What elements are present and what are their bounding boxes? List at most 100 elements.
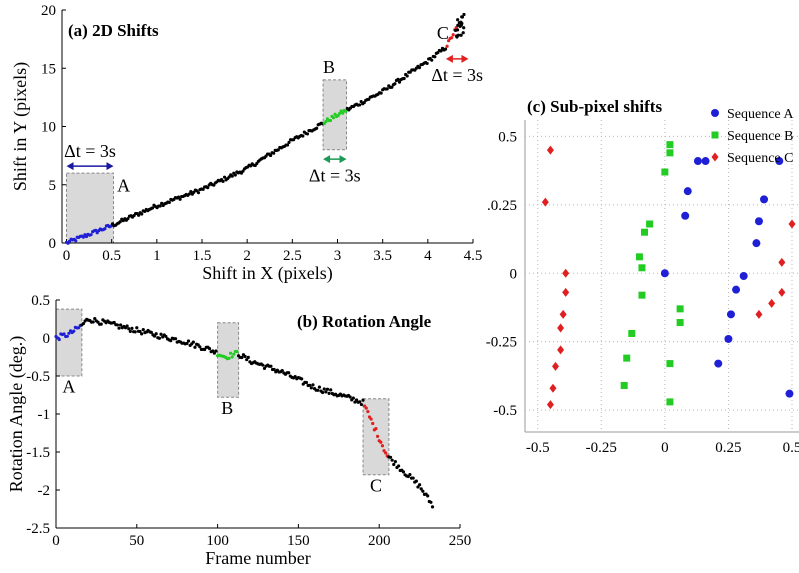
dt-arrow-head bbox=[445, 54, 453, 63]
data-point bbox=[397, 80, 402, 84]
data-point bbox=[714, 359, 723, 368]
data-point bbox=[557, 345, 565, 355]
panel-c-sub-pixel-shifts: -0.5 -0.25 0 0.25 0.5 -0.5 -0.25 0 .0.25 0.5 (c) S… bbox=[486, 97, 799, 456]
data-point bbox=[666, 149, 674, 157]
data-point bbox=[150, 206, 155, 210]
data-point bbox=[322, 387, 326, 391]
x-tick-label: 0 bbox=[52, 533, 60, 549]
data-point bbox=[429, 500, 433, 504]
data-point bbox=[546, 400, 554, 410]
data-point bbox=[72, 329, 76, 333]
data-point bbox=[450, 36, 454, 40]
data-point bbox=[552, 361, 560, 371]
data-point bbox=[362, 100, 366, 105]
data-point bbox=[227, 356, 231, 360]
x-tick-label: 150 bbox=[287, 533, 310, 549]
data-point bbox=[661, 168, 669, 176]
x-axis-label: Shift in X (pixels) bbox=[202, 263, 333, 284]
dt-arrow-head bbox=[323, 155, 331, 164]
data-point bbox=[308, 383, 312, 387]
y-tick-label: -0.5 bbox=[493, 403, 517, 419]
data-point bbox=[135, 326, 139, 330]
data-point bbox=[666, 141, 674, 149]
data-point bbox=[285, 143, 290, 147]
data-point bbox=[272, 367, 276, 372]
data-point bbox=[65, 334, 69, 338]
data-point bbox=[305, 132, 310, 136]
data-point bbox=[262, 366, 267, 371]
data-point bbox=[233, 173, 237, 177]
data-point bbox=[775, 157, 784, 166]
data-point bbox=[348, 395, 352, 399]
data-point bbox=[546, 145, 554, 155]
data-point bbox=[89, 233, 93, 237]
x-tick-label: 1.5 bbox=[193, 248, 212, 264]
x-tick-label: 0 bbox=[661, 440, 669, 456]
x-tick-label: 0.25 bbox=[715, 440, 741, 456]
data-point bbox=[417, 66, 422, 70]
data-point bbox=[130, 326, 134, 330]
data-point bbox=[230, 174, 234, 178]
data-point bbox=[392, 462, 396, 467]
data-point bbox=[81, 321, 86, 326]
data-point bbox=[338, 111, 342, 116]
zone-c bbox=[362, 398, 390, 476]
y-tick-label: -1.5 bbox=[26, 445, 50, 461]
data-point bbox=[666, 360, 674, 368]
data-point bbox=[331, 116, 336, 120]
data-point bbox=[462, 26, 466, 30]
y-tick-label: 0 bbox=[510, 266, 518, 282]
dt-arrow-head bbox=[106, 162, 114, 171]
data-point bbox=[201, 187, 205, 191]
data-point bbox=[269, 364, 273, 368]
dt-label: Δt = 3s bbox=[431, 65, 483, 85]
data-point bbox=[676, 305, 684, 313]
data-point bbox=[137, 213, 141, 217]
data-point bbox=[408, 472, 412, 477]
data-point bbox=[93, 317, 97, 321]
data-point bbox=[419, 487, 423, 491]
data-point bbox=[371, 421, 375, 426]
y-tick-label: -0.25 bbox=[486, 335, 517, 351]
data-point bbox=[384, 451, 388, 455]
data-point bbox=[133, 330, 137, 334]
data-point bbox=[269, 153, 273, 158]
data-point bbox=[454, 25, 458, 30]
data-point bbox=[401, 470, 406, 474]
data-point bbox=[74, 239, 78, 243]
data-point bbox=[421, 489, 425, 493]
data-point bbox=[109, 224, 113, 228]
data-point bbox=[681, 211, 690, 220]
data-point bbox=[317, 385, 322, 389]
data-point bbox=[119, 323, 123, 327]
y-tick-label: 20 bbox=[41, 3, 56, 19]
x-tick-label: 1 bbox=[153, 248, 161, 264]
data-point bbox=[358, 400, 362, 404]
data-point bbox=[328, 118, 333, 123]
data-point bbox=[118, 220, 122, 224]
data-point bbox=[329, 388, 333, 392]
data-point bbox=[405, 74, 409, 78]
data-point bbox=[193, 345, 197, 349]
data-point bbox=[152, 334, 157, 338]
x-tick-label: 4.5 bbox=[464, 248, 483, 264]
data-point bbox=[321, 390, 325, 395]
data-point bbox=[445, 44, 449, 48]
data-point bbox=[178, 197, 182, 201]
data-point bbox=[447, 39, 451, 43]
data-point bbox=[628, 329, 636, 337]
data-point bbox=[159, 332, 163, 336]
data-point bbox=[103, 227, 107, 231]
data-point bbox=[396, 464, 401, 468]
data-point bbox=[207, 346, 212, 351]
x-tick-label: 2 bbox=[243, 248, 251, 264]
data-point bbox=[81, 235, 85, 239]
data-point bbox=[62, 332, 66, 336]
segment-label-a: A bbox=[117, 176, 130, 196]
data-point bbox=[701, 157, 710, 166]
data-point bbox=[232, 352, 236, 356]
data-point bbox=[374, 427, 378, 431]
data-point bbox=[426, 494, 430, 498]
panel-a-2d-shifts: 0 0.5 1 1.5 2 2.5 3 3.5 4 4.5 0 5 10 15 20 Shift in X (… bbox=[10, 3, 483, 284]
data-point bbox=[456, 18, 460, 22]
